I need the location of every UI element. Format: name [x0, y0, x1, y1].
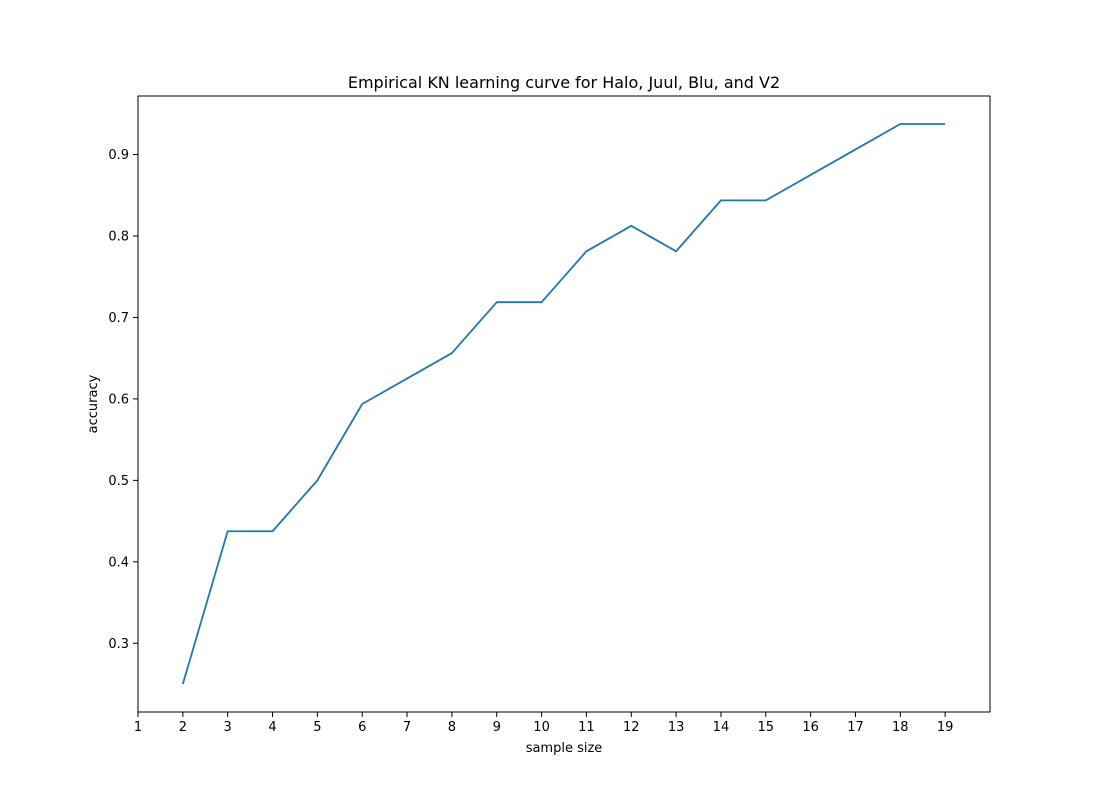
- y-tick-label: 0.3: [108, 637, 129, 652]
- x-tick-label: 10: [533, 720, 550, 735]
- y-tick-label: 0.7: [108, 311, 129, 326]
- y-tick-label: 0.4: [108, 555, 129, 570]
- x-tick-label: 6: [358, 720, 366, 735]
- x-tick-label: 12: [623, 720, 640, 735]
- x-tick-label: 13: [668, 720, 685, 735]
- y-tick-label: 0.6: [108, 392, 129, 407]
- plot-frame: [137, 95, 991, 713]
- x-tick-label: 5: [313, 720, 321, 735]
- y-tick-label: 0.8: [108, 230, 129, 245]
- x-tick-label: 3: [224, 720, 232, 735]
- y-tick-label: 0.9: [108, 148, 129, 163]
- y-axis-label: accuracy: [86, 374, 101, 433]
- x-tick-label: 1: [134, 720, 142, 735]
- x-tick-label: 8: [448, 720, 456, 735]
- y-tick-label: 0.5: [108, 474, 129, 489]
- x-tick-label: 15: [758, 720, 775, 735]
- x-tick-label: 19: [937, 720, 954, 735]
- x-tick-label: 18: [892, 720, 909, 735]
- plot-area: [138, 96, 990, 712]
- x-tick-label: 9: [493, 720, 501, 735]
- series-line-0: [181, 123, 946, 685]
- x-tick-label: 4: [268, 720, 276, 735]
- x-tick-label: 2: [179, 720, 187, 735]
- chart-title: Empirical KN learning curve for Halo, Ju…: [348, 73, 780, 92]
- x-tick-label: 11: [578, 720, 595, 735]
- x-axis: 1 2 3 4 5 6 7 8 9 10 11 12 13 14 15 16 17 18 19: [134, 712, 954, 735]
- y-axis: 0.3 0.4 0.5 0.6 0.7 0.8 0.9: [108, 148, 138, 652]
- x-axis-label: sample size: [526, 741, 603, 756]
- x-tick-label: 14: [713, 720, 730, 735]
- x-tick-label: 7: [403, 720, 411, 735]
- series-layer: [181, 123, 946, 685]
- x-tick-label: 16: [802, 720, 819, 735]
- x-tick-label: 17: [847, 720, 864, 735]
